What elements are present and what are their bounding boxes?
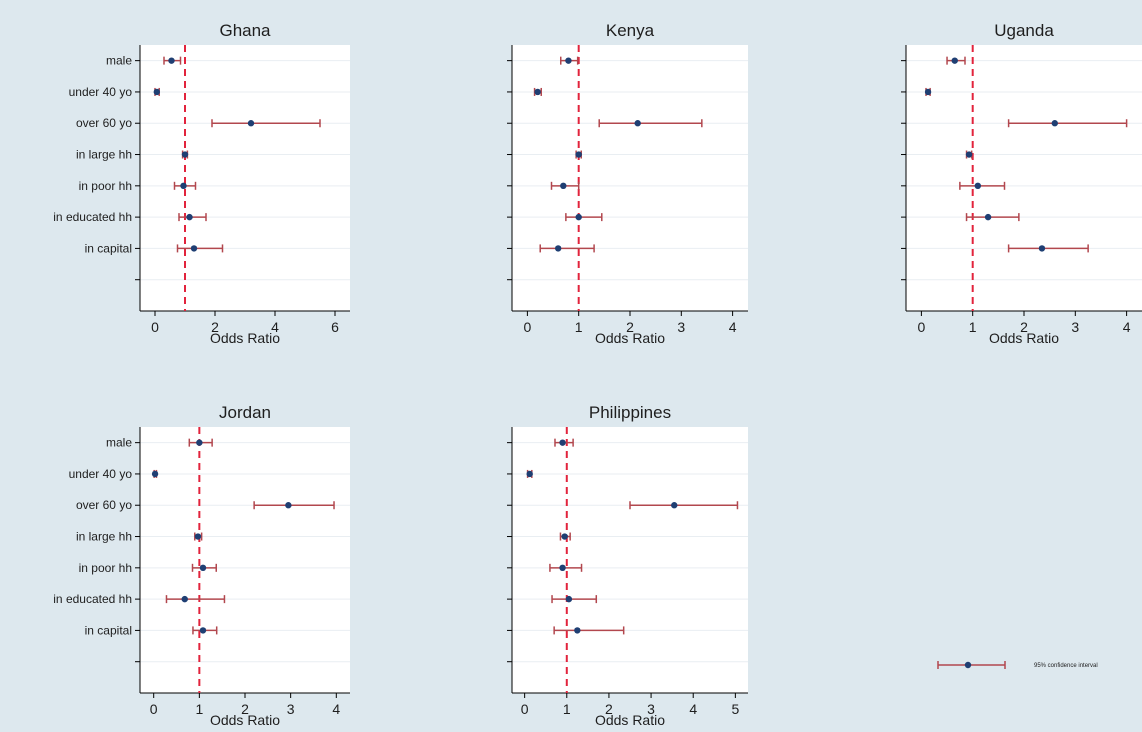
x-tick-label: 2 xyxy=(605,701,613,717)
x-tick-label: 5 xyxy=(731,701,739,717)
odds-ratio-point xyxy=(671,502,678,509)
category-label: under 40 yo xyxy=(69,85,133,99)
x-tick-label: 0 xyxy=(151,319,159,335)
odds-ratio-point xyxy=(559,564,566,572)
category-label: in large hh xyxy=(76,530,132,544)
plot-area xyxy=(512,427,748,693)
panel-title: Jordan xyxy=(219,403,271,422)
panel-kenya: Kenya 0 1 2 3 4 Odds Ratio xyxy=(507,21,748,346)
x-axis-title: Odds Ratio xyxy=(595,330,665,346)
x-tick-label: 0 xyxy=(150,701,158,717)
odds-ratio-point xyxy=(560,182,567,190)
x-tick-label: 0 xyxy=(523,319,531,335)
odds-ratio-point xyxy=(199,564,207,572)
odds-ratio-point xyxy=(965,151,973,158)
category-label: male xyxy=(106,436,132,450)
category-label: over 60 yo xyxy=(76,498,132,512)
x-tick-label: 4 xyxy=(271,319,279,335)
category-label: in poor hh xyxy=(79,179,132,193)
legend-point xyxy=(964,661,972,669)
plot-area xyxy=(140,427,350,693)
odds-ratio-point xyxy=(924,88,932,96)
odds-ratio-point xyxy=(1038,245,1046,252)
panel-title: Ghana xyxy=(219,21,271,40)
x-tick-label: 0 xyxy=(521,701,529,717)
odds-ratio-point xyxy=(186,213,193,221)
odds-ratio-point xyxy=(190,245,198,252)
x-tick-label: 3 xyxy=(647,701,655,717)
odds-ratio-point xyxy=(951,57,958,64)
x-axis-title: Odds Ratio xyxy=(595,712,665,728)
odds-ratio-point xyxy=(974,182,982,190)
x-tick-label: 1 xyxy=(575,319,583,335)
x-tick-label: 4 xyxy=(332,701,340,717)
category-label: in capital xyxy=(85,241,132,255)
odds-ratio-point xyxy=(196,439,203,446)
odds-ratio-point xyxy=(534,88,541,96)
odds-ratio-point xyxy=(181,151,189,158)
odds-ratio-point xyxy=(168,57,175,64)
panel-ghana: Ghana male under 40 yo over 60 yo in large h… xyxy=(53,21,350,346)
x-axis-title: Odds Ratio xyxy=(210,712,280,728)
odds-ratio-point xyxy=(153,88,160,96)
x-tick-label: 2 xyxy=(626,319,634,335)
x-tick-label: 1 xyxy=(969,319,977,335)
legend-label: 95% confidence interval xyxy=(1034,663,1098,669)
x-tick-label: 3 xyxy=(287,701,295,717)
plot-area xyxy=(512,45,748,311)
x-tick-label: 4 xyxy=(729,319,737,335)
odds-ratio-point xyxy=(574,627,581,634)
odds-ratio-point xyxy=(1051,120,1058,127)
odds-ratio-point xyxy=(559,439,566,446)
odds-ratio-point xyxy=(180,182,187,190)
x-axis-title: Odds Ratio xyxy=(210,330,280,346)
category-label: over 60 yo xyxy=(76,116,132,130)
odds-ratio-point xyxy=(984,213,992,221)
odds-ratio-point xyxy=(575,151,582,158)
odds-ratio-point xyxy=(526,470,533,478)
x-tick-label: 4 xyxy=(689,701,697,717)
odds-ratio-point xyxy=(565,57,572,64)
odds-ratio-point xyxy=(634,120,641,127)
odds-ratio-point xyxy=(247,120,255,127)
x-tick-label: 0 xyxy=(917,319,925,335)
odds-ratio-point xyxy=(565,595,573,603)
x-axis-title: Odds Ratio xyxy=(989,330,1059,346)
x-tick-label: 1 xyxy=(563,701,571,717)
x-tick-label: 2 xyxy=(1020,319,1028,335)
panel-uganda: Uganda 0 1 2 3 4 Odds Ratio xyxy=(901,21,1142,346)
odds-ratio-point xyxy=(181,595,188,603)
category-label: in poor hh xyxy=(79,561,132,575)
odds-ratio-point xyxy=(561,533,568,540)
category-label: male xyxy=(106,54,132,68)
odds-ratio-point xyxy=(285,502,292,509)
panel-philippines: Philippines 0 1 2 3 4 5 Odds Ratio xyxy=(507,403,748,728)
x-tick-label: 4 xyxy=(1123,319,1131,335)
panel-title: Uganda xyxy=(994,21,1054,40)
x-tick-label: 1 xyxy=(195,701,203,717)
odds-ratio-point xyxy=(151,470,159,478)
category-label: in large hh xyxy=(76,148,132,162)
x-tick-label: 3 xyxy=(677,319,685,335)
x-tick-label: 6 xyxy=(331,319,339,335)
odds-ratio-point xyxy=(194,533,202,540)
panel-title: Kenya xyxy=(606,21,655,40)
plot-area xyxy=(140,45,350,311)
x-tick-label: 3 xyxy=(1071,319,1079,335)
category-label: in capital xyxy=(85,623,132,637)
x-tick-label: 2 xyxy=(241,701,249,717)
panel-jordan: Jordan male under 40 yo over 60 yo in large … xyxy=(53,403,350,728)
category-label: in educated hh xyxy=(53,592,132,606)
odds-ratio-point xyxy=(575,213,582,221)
category-label: in educated hh xyxy=(53,210,132,224)
odds-ratio-point xyxy=(199,627,207,634)
x-tick-label: 2 xyxy=(211,319,219,335)
legend: 95% confidence interval xyxy=(937,661,1098,669)
panel-title: Philippines xyxy=(589,403,671,422)
plot-area xyxy=(906,45,1142,311)
odds-ratio-point xyxy=(554,245,562,252)
category-label: under 40 yo xyxy=(69,467,133,481)
